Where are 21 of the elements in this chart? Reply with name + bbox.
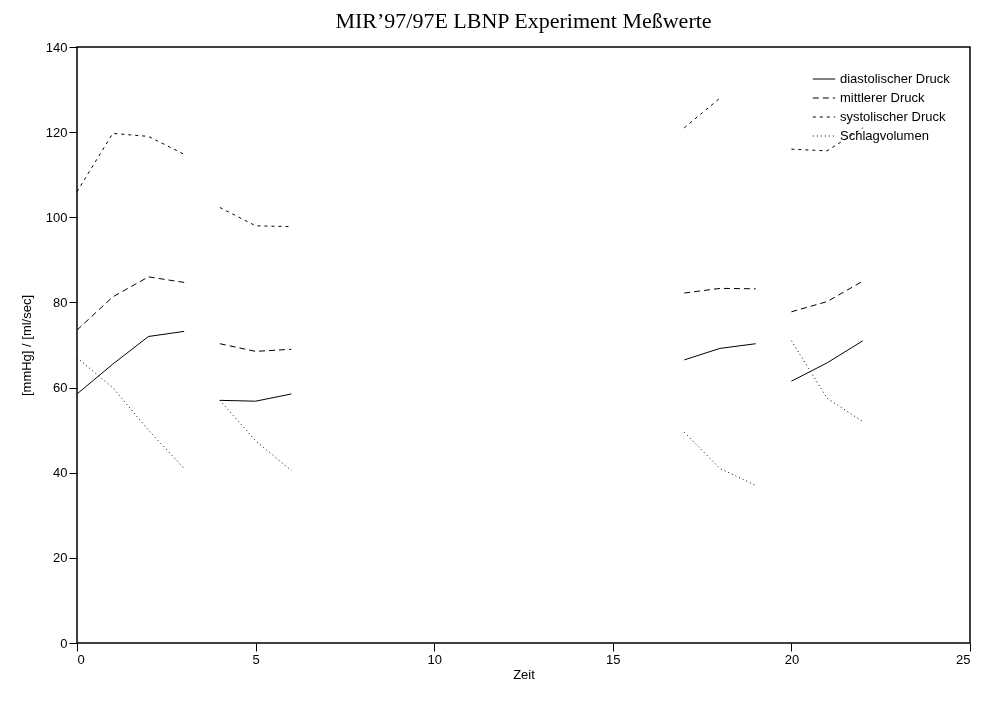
legend-label: diastolischer Druck (840, 71, 951, 86)
legend-label: Schlagvolumen (840, 128, 929, 143)
y-tick-label: 140 (45, 39, 68, 55)
x-tick-label: 15 (606, 651, 621, 667)
x-tick-label: 25 (956, 651, 971, 667)
x-tick-label: 5 (252, 651, 260, 667)
y-tick-label: 40 (53, 465, 68, 481)
y-tick-label: 100 (45, 209, 68, 225)
legend-label: systolischer Druck (840, 109, 946, 124)
y-tick-label: 20 (53, 550, 68, 566)
y-tick-label: 120 (45, 124, 68, 140)
y-tick-label: 0 (60, 635, 68, 651)
x-tick-label: 20 (784, 651, 800, 667)
legend-label: mittlerer Druck (840, 90, 926, 105)
chart-title: MIR’97/97E LBNP Experiment Meßwerte (335, 8, 712, 33)
x-tick-label: 0 (77, 651, 85, 667)
x-axis-title: Zeit (513, 666, 536, 682)
x-tick-label: 10 (427, 651, 442, 667)
y-tick-label: 60 (53, 380, 68, 396)
y-tick-label: 80 (53, 294, 68, 310)
y-axis-title: [mmHg] / [ml/sec] (18, 294, 34, 397)
